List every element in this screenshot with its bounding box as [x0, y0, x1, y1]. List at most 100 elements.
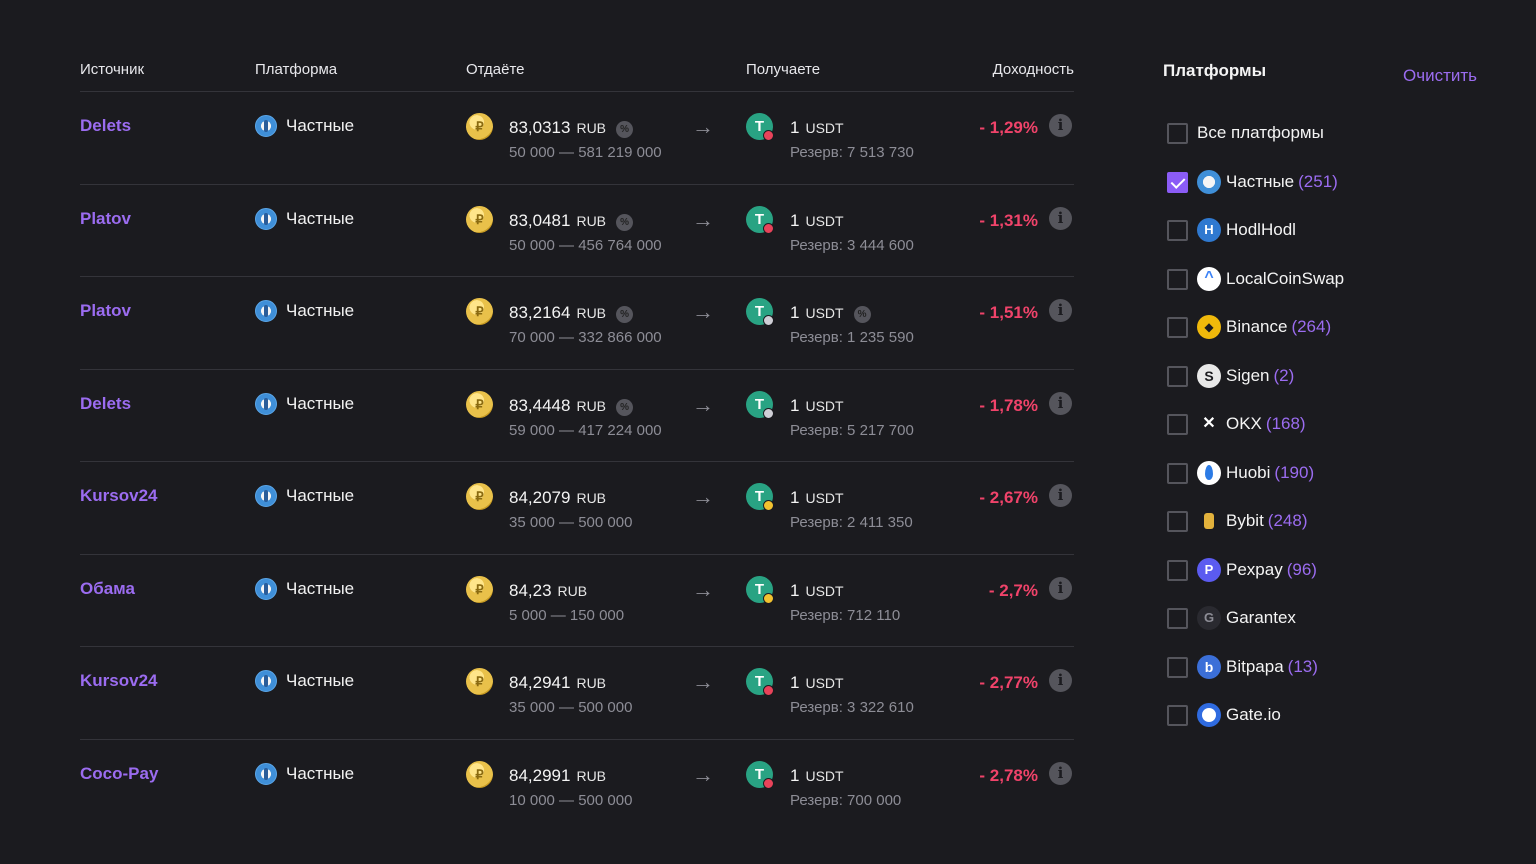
private-icon [255, 577, 277, 600]
give-currency: RUB [576, 212, 607, 229]
give-rate: 83,4448 RUB% [509, 396, 634, 416]
checkbox[interactable] [1167, 268, 1188, 290]
checkbox[interactable] [1167, 559, 1188, 581]
checkbox[interactable] [1167, 317, 1188, 338]
platform-count: (2) [1273, 365, 1295, 385]
rub-coin-icon [466, 483, 493, 510]
header-receive[interactable]: Получаете [746, 61, 821, 78]
platform-count: (248) [1267, 511, 1308, 530]
checkbox[interactable] [1167, 462, 1188, 484]
info-icon[interactable]: i [1049, 206, 1072, 230]
receive-amount: 1 USDT [790, 211, 844, 231]
source-link[interactable]: Обама [80, 578, 135, 598]
info-icon[interactable]: i [1049, 669, 1072, 692]
filter-title: Платформы [1163, 61, 1267, 80]
checkbox[interactable] [1167, 123, 1188, 144]
checkbox[interactable] [1167, 511, 1188, 532]
arrow-right-icon: → [692, 484, 714, 509]
arrow-right-icon: → [692, 299, 714, 324]
platform-name: Частные [286, 763, 355, 783]
gateio-icon [1197, 703, 1221, 727]
table-row[interactable]: Coco-Pay Частные 84,2991 RUB 10 000 — 500 00… [80, 740, 1074, 833]
header-source[interactable]: Источник [80, 61, 145, 78]
status-dot-icon [763, 222, 774, 234]
binance-icon [1197, 315, 1221, 339]
clear-button[interactable]: Очистить [1403, 66, 1478, 85]
platform-count: (168) [1265, 414, 1306, 433]
table-row[interactable]: Delets Частные 83,0313 RUB% 50 000 — 581 219… [80, 92, 1074, 185]
table-row[interactable]: Platov Частные 83,0481 RUB% 50 000 — 456 764… [80, 185, 1074, 277]
header-give[interactable]: Отдаёте [466, 61, 525, 78]
status-dot-icon [763, 777, 774, 789]
reserve: Резерв: 700 000 [790, 791, 902, 809]
give-currency: RUB [576, 767, 607, 784]
checkbox[interactable] [1167, 220, 1188, 241]
platform-name: Частные [286, 301, 355, 320]
percent-icon: % [616, 306, 634, 323]
amount-value: 1 [790, 580, 800, 600]
amount-value: 1 [790, 210, 800, 230]
source-link[interactable]: Platov [80, 301, 132, 320]
receive-amount: 1 USDT [790, 581, 844, 601]
give-rate: 83,0481 RUB% [509, 211, 634, 231]
header-yield[interactable]: Доходность [992, 61, 1074, 78]
info-icon[interactable]: i [1049, 484, 1072, 507]
info-icon[interactable]: i [1049, 114, 1072, 137]
table-row[interactable]: Kursov24 Частные 84,2079 RUB 35 000 — 500 00… [80, 462, 1074, 555]
source-link[interactable]: Kursov24 [80, 671, 158, 690]
percent-icon: % [616, 213, 634, 231]
yield-value: - 2,67% [979, 488, 1038, 507]
status-dot-icon [763, 130, 774, 141]
info-icon[interactable]: i [1049, 391, 1072, 415]
bitpapa-icon [1197, 654, 1221, 679]
usdt-coin-icon [746, 205, 774, 234]
checkbox[interactable] [1167, 656, 1188, 678]
source-link[interactable]: Delets [80, 393, 132, 413]
info-icon[interactable]: i [1049, 576, 1072, 600]
platform-label: Все платформы [1197, 123, 1324, 143]
checkbox[interactable] [1167, 171, 1188, 193]
give-currency: RUB [576, 675, 607, 691]
info-icon[interactable]: i [1049, 761, 1072, 785]
table-row[interactable]: Kursov24 Частные 84,2941 RUB 35 000 — 500 00… [80, 647, 1074, 740]
usdt-coin-icon [746, 113, 774, 141]
receive-amount: 1 USDT [790, 118, 844, 138]
platform-name: Binance [1226, 317, 1288, 336]
checkbox[interactable] [1167, 365, 1188, 387]
platform-name: Все платформы [1197, 123, 1324, 142]
receive-currency: USDT [805, 305, 844, 321]
percent-icon: % [616, 398, 634, 416]
platform-name: Sigen [1226, 365, 1270, 385]
yield-value: - 2,77% [979, 673, 1038, 692]
give-rate: 83,2164 RUB% [509, 303, 634, 323]
checkbox[interactable] [1167, 414, 1188, 435]
info-icon[interactable]: i [1049, 299, 1072, 322]
platform-label: HodlHodl [1226, 220, 1296, 240]
checkbox[interactable] [1167, 608, 1188, 629]
private-icon [255, 485, 277, 507]
status-dot-icon [763, 500, 774, 511]
table-row[interactable]: Platov Частные 83,2164 RUB% 70 000 — 332 866… [80, 277, 1074, 370]
source-link[interactable]: Coco-Pay [80, 763, 159, 783]
checkbox[interactable] [1167, 705, 1188, 726]
source-link[interactable]: Kursov24 [80, 486, 158, 505]
private-icon [255, 670, 277, 692]
rub-coin-icon [466, 298, 493, 325]
table-row[interactable]: Обама Частные 84,23 RUB 5 000 — 150 000 → 1 USD… [80, 555, 1074, 647]
table-body: Delets Частные 83,0313 RUB% 50 000 — 581 219… [80, 92, 1074, 832]
percent-icon: % [853, 306, 871, 323]
source-link[interactable]: Platov [80, 208, 132, 228]
give-rate: 83,0313 RUB% [509, 118, 634, 138]
platform-label: Bybit (248) [1226, 511, 1307, 531]
header-platform[interactable]: Платформа [255, 61, 338, 78]
platform-label: Gate.io [1226, 705, 1281, 725]
receive-currency: USDT [805, 212, 844, 229]
private-icon [255, 300, 277, 322]
amount-value: 1 [790, 673, 800, 692]
table-row[interactable]: Delets Частные 83,4448 RUB% 59 000 — 417 224… [80, 370, 1074, 462]
arrow-right-icon: → [692, 114, 714, 139]
source-link[interactable]: Delets [80, 116, 132, 135]
sigen-icon [1197, 363, 1221, 388]
private-icon [1197, 169, 1221, 194]
give-rate: 84,23 RUB [509, 581, 587, 601]
